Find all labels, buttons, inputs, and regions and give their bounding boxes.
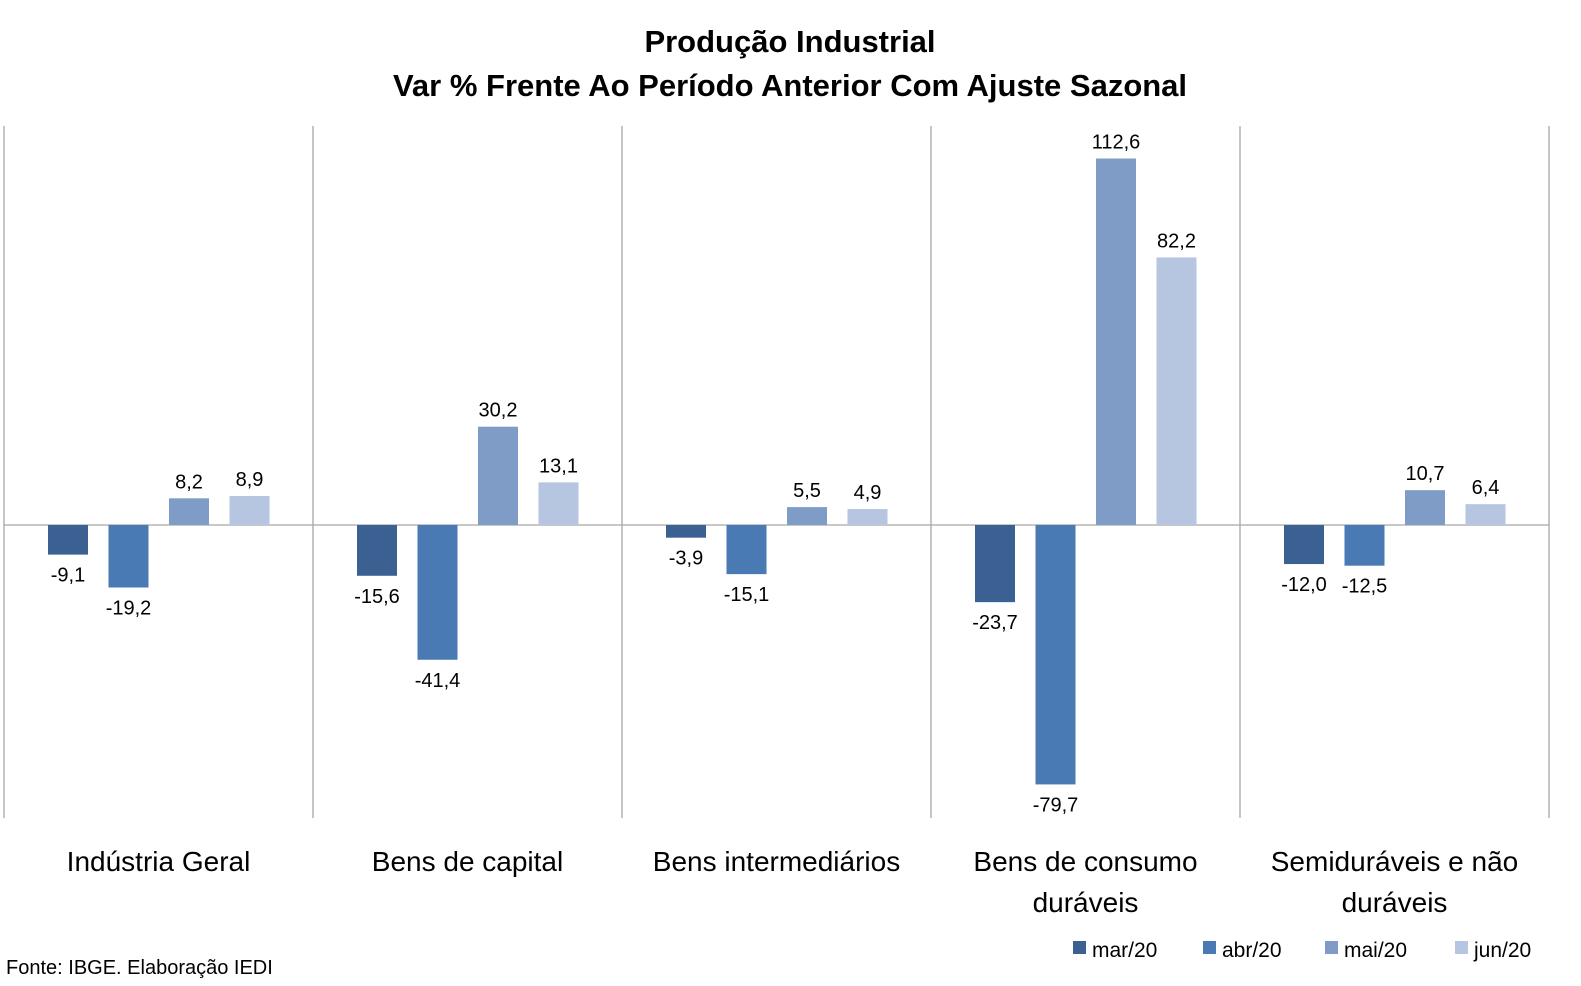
legend-swatch xyxy=(1203,941,1216,954)
data-label: -12,5 xyxy=(1342,576,1388,598)
data-label: -15,6 xyxy=(354,586,400,608)
data-label: 13,1 xyxy=(539,455,578,477)
data-label: 8,9 xyxy=(236,469,264,491)
data-label: -19,2 xyxy=(106,597,152,619)
bar xyxy=(48,525,88,555)
data-label: 82,2 xyxy=(1157,230,1196,252)
bar xyxy=(229,496,270,525)
data-label: 112,6 xyxy=(1092,131,1141,153)
data-label: -23,7 xyxy=(972,612,1018,634)
category-label: Semiduráveis e não xyxy=(1271,846,1518,877)
bar xyxy=(666,525,706,538)
category-label: Bens de consumo xyxy=(973,846,1197,877)
bar xyxy=(108,525,149,588)
bar xyxy=(169,498,209,525)
legend-label: mar/20 xyxy=(1092,939,1157,962)
legend: mar/20 abr/20 mai/20 jun/20 xyxy=(1073,939,1531,962)
bar xyxy=(417,525,458,660)
data-label: -9,1 xyxy=(51,565,85,587)
data-label: 5,5 xyxy=(793,480,821,502)
bar xyxy=(1096,158,1136,525)
data-label: -15,1 xyxy=(724,584,770,606)
bar xyxy=(1156,257,1197,525)
bar xyxy=(975,525,1015,603)
data-label: 4,9 xyxy=(854,482,882,504)
bar xyxy=(1405,490,1445,525)
bar xyxy=(357,525,397,576)
category-label: duráveis xyxy=(1342,887,1448,918)
bar xyxy=(1035,525,1076,785)
legend-swatch xyxy=(1073,941,1086,954)
legend-label: abr/20 xyxy=(1222,939,1282,962)
chart-subtitle: Var % Frente Ao Período Anterior Com Aju… xyxy=(393,68,1187,103)
data-label: 30,2 xyxy=(479,400,518,422)
data-label: -12,0 xyxy=(1281,574,1327,596)
data-label: -41,4 xyxy=(415,670,461,692)
legend-swatch xyxy=(1455,941,1468,954)
category-label: Indústria Geral xyxy=(67,846,251,877)
legend-label: jun/20 xyxy=(1473,939,1531,962)
category-label: Bens intermediários xyxy=(653,846,900,877)
bar xyxy=(726,525,767,575)
data-label: 8,2 xyxy=(175,471,203,493)
source-note: Fonte: IBGE. Elaboração IEDI xyxy=(6,957,273,979)
plot-area: -9,1 -19,2 8,2 8,9 Indústria Geral -15,6 -41,4… xyxy=(3,126,1550,918)
bar xyxy=(478,426,518,525)
category-label: duráveis xyxy=(1033,887,1139,918)
bar xyxy=(1465,504,1506,525)
bar xyxy=(1344,525,1385,566)
data-label: 6,4 xyxy=(1472,477,1500,499)
bar xyxy=(787,507,827,525)
bar xyxy=(1284,525,1324,565)
chart-title: Produção Industrial xyxy=(644,24,935,59)
bar xyxy=(538,482,579,525)
data-label: -79,7 xyxy=(1033,794,1079,816)
legend-label: mai/20 xyxy=(1344,939,1407,962)
bar xyxy=(847,509,888,525)
category-label: Bens de capital xyxy=(372,846,563,877)
data-label: -3,9 xyxy=(669,548,703,570)
legend-swatch xyxy=(1325,941,1338,954)
data-label: 10,7 xyxy=(1406,463,1445,485)
